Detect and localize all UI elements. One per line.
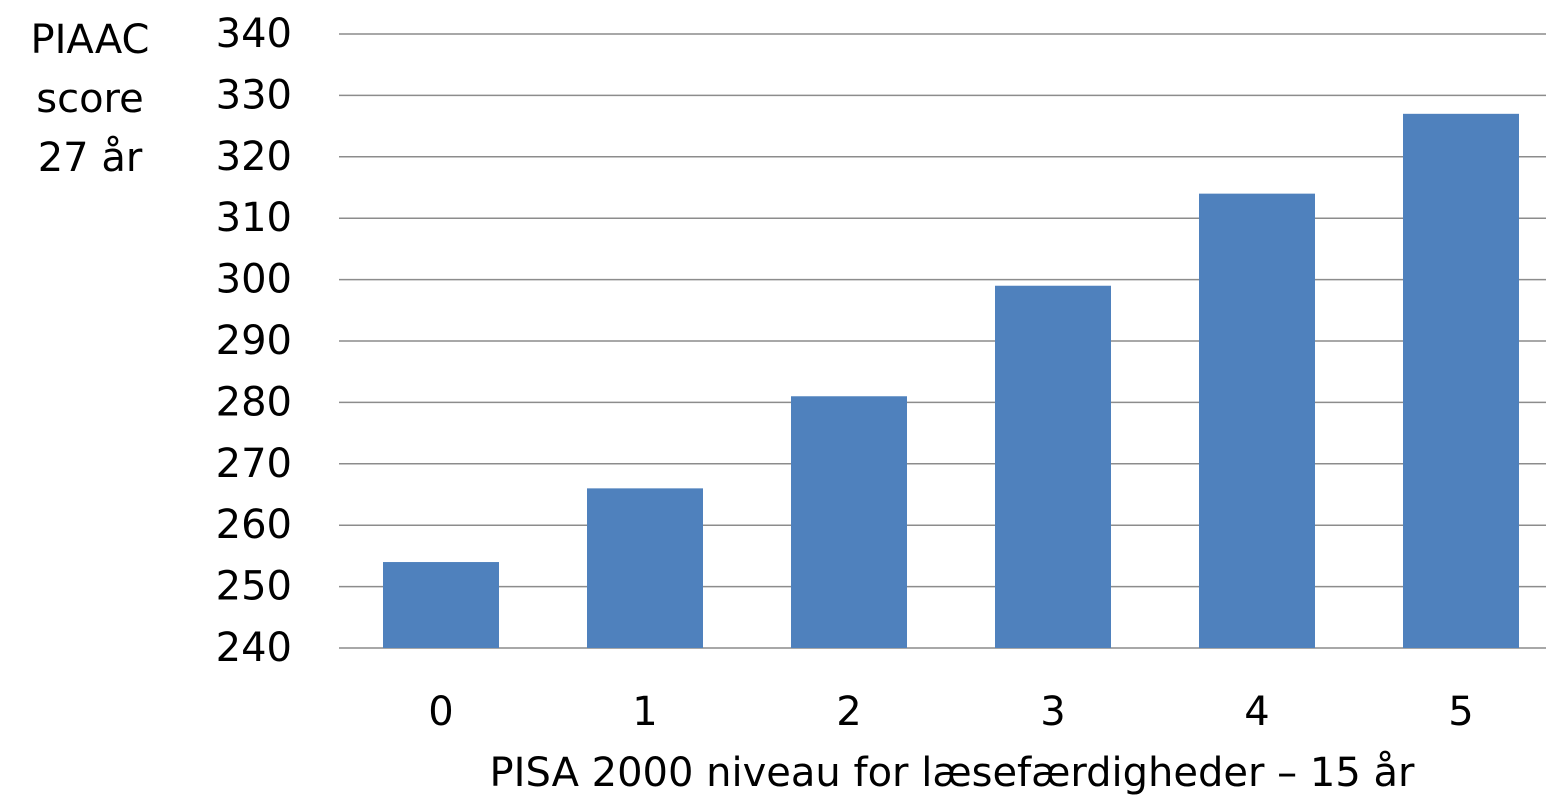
x-tick-label: 1 [632,689,657,735]
x-tick-label: 0 [428,689,453,735]
y-tick-label: 290 [216,318,292,364]
y-tick-label: 320 [216,134,292,180]
bar [1199,193,1315,648]
y-axis-label: 27 år [38,135,143,181]
x-tick-label: 3 [1040,689,1065,735]
y-tick-label: 280 [216,379,292,425]
y-tick-label: 240 [216,625,292,671]
y-tick-label: 340 [216,11,292,57]
y-tick-label: 330 [216,72,292,118]
bar [587,488,703,648]
x-tick-label: 5 [1448,689,1473,735]
y-tick-label: 260 [216,502,292,548]
bar [383,562,499,648]
bar [995,285,1111,648]
y-tick-label: 270 [216,441,292,487]
x-tick-label: 4 [1244,689,1269,735]
bar [1403,113,1519,648]
y-axis-label: score [36,76,143,122]
y-axis-label: PIAAC [31,17,150,63]
bar [791,396,907,648]
y-tick-label: 250 [216,564,292,610]
y-tick-label: 300 [216,257,292,303]
x-axis-label: PISA 2000 niveau for læsefærdigheder – 1… [490,750,1415,796]
x-tick-label: 2 [836,689,861,735]
y-tick-label: 310 [216,195,292,241]
